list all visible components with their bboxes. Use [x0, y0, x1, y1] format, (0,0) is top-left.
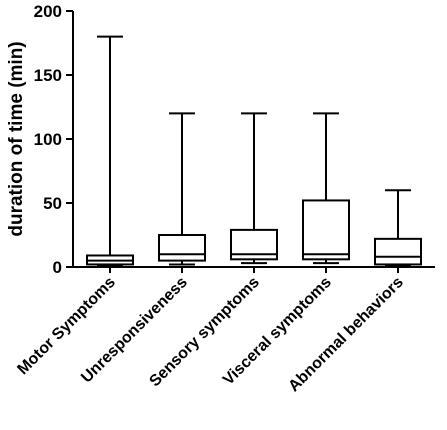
box-1 — [86, 35, 134, 267]
y-tick-label: 100 — [34, 130, 62, 149]
iqr-box — [374, 237, 422, 266]
iqr-box — [302, 199, 350, 261]
box-3 — [230, 112, 278, 265]
y-tick-label: 150 — [34, 66, 62, 85]
y-tick-label: 50 — [43, 194, 62, 213]
box-series — [86, 35, 422, 267]
box-2 — [158, 112, 206, 266]
box-5 — [374, 189, 422, 267]
y-tick-label: 200 — [34, 2, 62, 21]
iqr-box — [158, 234, 206, 262]
box-4 — [302, 112, 350, 265]
y-axis-title: duration of time (min) — [6, 41, 27, 236]
y-tick-label: 0 — [53, 258, 62, 277]
y-axis-ticks: 0 50 100 150 200 — [34, 2, 73, 277]
